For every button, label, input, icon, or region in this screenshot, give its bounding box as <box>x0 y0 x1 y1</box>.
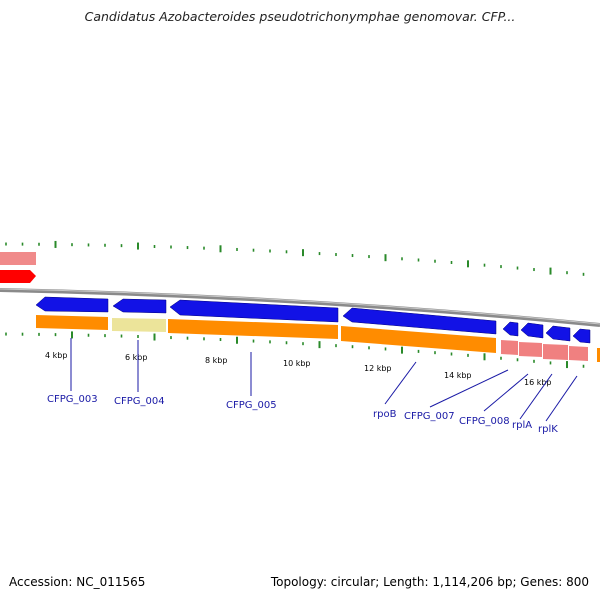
gene-arrow <box>342 307 497 335</box>
gene-arrow <box>572 328 591 344</box>
leader-line <box>545 375 578 422</box>
gene-label-cfpg-004[interactable]: CFPG_004 <box>114 396 165 407</box>
cds-block <box>341 326 496 353</box>
gene-arrow <box>169 299 339 323</box>
scale-label: 4 kbp <box>45 351 67 360</box>
genome-backbone-highlight <box>0 288 600 325</box>
leader-line <box>384 361 417 405</box>
cds-track <box>36 315 600 362</box>
gene-label-cfpg-003[interactable]: CFPG_003 <box>47 394 98 405</box>
leader-line <box>519 373 553 420</box>
left-red-feature <box>0 270 36 283</box>
scale-label: 8 kbp <box>205 356 227 365</box>
cds-block <box>36 315 108 330</box>
gene-arrow <box>112 298 167 314</box>
scale-label: 14 kbp <box>444 371 472 380</box>
gene-arrow <box>502 321 519 337</box>
scale-labels: 4 kbp 6 kbp 8 kbp 10 kbp 12 kbp 14 kbp 1… <box>45 351 552 387</box>
leader-line <box>429 369 509 408</box>
lower-tick-row <box>5 331 585 369</box>
cds-block <box>597 348 600 362</box>
scale-label: 6 kbp <box>125 353 147 362</box>
gene-arrow <box>545 325 571 342</box>
rna-block <box>569 346 588 361</box>
gene-labels: CFPG_003 CFPG_004 CFPG_005 rpoB CFPG_007… <box>47 394 558 435</box>
rna-block <box>519 342 542 357</box>
genome-backbone <box>0 288 600 327</box>
gene-arrow <box>520 322 544 339</box>
scale-label: 12 kbp <box>364 364 392 373</box>
map-title: Candidatus Azobacteroides pseudotrichony… <box>84 9 516 24</box>
accession-text: Accession: NC_011565 <box>9 575 146 589</box>
rna-block <box>543 344 568 360</box>
upper-tick-row <box>5 240 585 276</box>
genome-summary-text: Topology: circular; Length: 1,114,206 bp… <box>270 575 589 589</box>
leader-line <box>483 373 529 412</box>
forward-gene-track <box>35 296 591 344</box>
gene-label-rpla[interactable]: rplA <box>512 420 532 431</box>
gene-label-rpob[interactable]: rpoB <box>373 409 397 420</box>
rna-block <box>501 340 518 355</box>
gene-label-cfpg-007[interactable]: CFPG_007 <box>404 411 455 422</box>
gene-arrow <box>35 296 109 313</box>
gene-label-rplk[interactable]: rplK <box>538 424 558 435</box>
gene-label-cfpg-005[interactable]: CFPG_005 <box>226 400 277 411</box>
cds-block <box>168 319 338 339</box>
scale-label: 10 kbp <box>283 359 311 368</box>
cds-block <box>112 318 166 332</box>
scale-label: 16 kbp <box>524 378 552 387</box>
gene-leader-lines <box>70 338 578 422</box>
gene-label-cfpg-008[interactable]: CFPG_008 <box>459 416 510 427</box>
left-rna-feature <box>0 252 36 265</box>
